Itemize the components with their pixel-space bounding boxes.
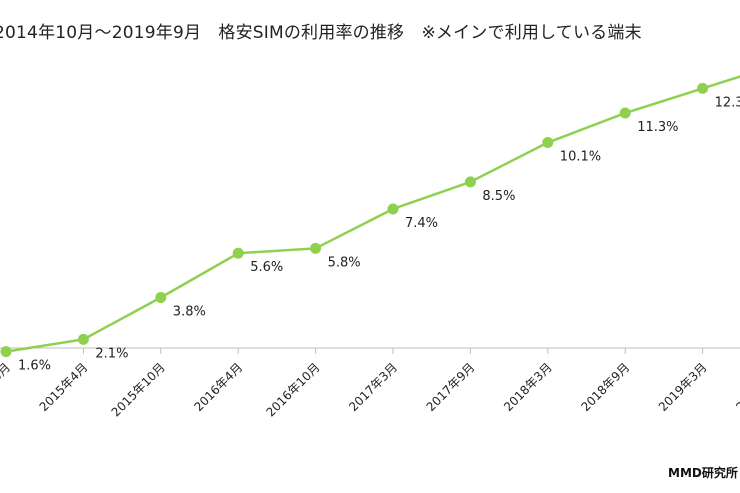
- data-labels: 1.6% 2.1% 3.8% 5.6% 5.8% 7.4% 8.5% 10.1% 11.3% 12…: [18, 95, 740, 373]
- x-tick-label: 2014年10月: [0, 360, 13, 419]
- chart-title: 2014年10月～2019年9月 格安SIMの利用率の推移 ※メインで利用してい…: [0, 23, 642, 43]
- x-tick-labels: 2014年10月 2015年4月 2015年10月 2016年4月 2016年10月 20…: [0, 360, 740, 419]
- x-tick-label: 2016年4月: [191, 360, 245, 414]
- data-point: [542, 137, 554, 149]
- x-tick-label: 2019年9月: [733, 360, 740, 414]
- x-tick-label: 2018年3月: [501, 360, 555, 414]
- data-label: 10.1%: [560, 150, 601, 165]
- x-axis: [0, 347, 740, 354]
- x-tick-label: 2016年10月: [263, 360, 322, 419]
- x-tick-label: 2015年10月: [109, 360, 168, 419]
- data-point: [155, 292, 167, 304]
- x-tick-label: 2017年9月: [424, 360, 478, 414]
- data-point: [464, 176, 476, 188]
- data-label: 3.8%: [173, 305, 206, 320]
- data-label: 2.1%: [95, 346, 128, 361]
- data-point: [310, 242, 322, 254]
- data-label: 11.3%: [637, 120, 678, 135]
- data-label: 12.3%: [715, 95, 740, 110]
- data-label: 5.8%: [328, 255, 361, 270]
- data-point: [0, 346, 12, 358]
- series-line: [5, 75, 740, 353]
- data-point: [619, 107, 631, 119]
- data-point: [387, 203, 399, 215]
- x-tick-label: 2019年3月: [656, 360, 710, 414]
- data-point: [232, 247, 244, 259]
- data-label: 5.6%: [250, 260, 283, 275]
- source-credit: MMD研究所: [668, 466, 738, 480]
- x-tick-label: 2018年9月: [578, 360, 632, 414]
- data-label: 8.5%: [482, 189, 515, 204]
- data-points: [0, 82, 709, 358]
- x-tick-label: 2017年3月: [346, 360, 400, 414]
- series-line-group: [5, 75, 740, 353]
- data-point: [77, 333, 89, 345]
- data-point: [697, 82, 709, 94]
- data-label: 7.4%: [405, 216, 438, 231]
- data-label: 1.6%: [18, 359, 51, 374]
